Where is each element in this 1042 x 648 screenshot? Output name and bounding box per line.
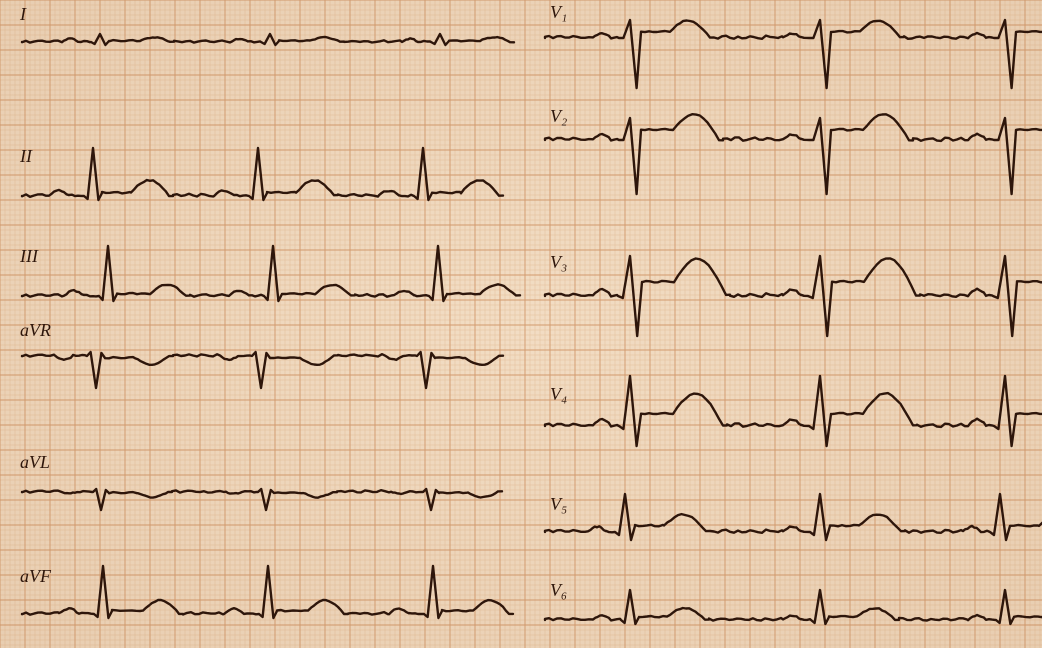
- lead-label-aVL: aVL: [20, 452, 50, 472]
- lead-label-I: I: [19, 4, 27, 24]
- lead-label-II: II: [19, 146, 33, 166]
- ecg-strip: IIIIIIaVRaVLaVFV₁V₂V₃V₄V₅V₆: [0, 0, 1042, 648]
- lead-label-V5: V₅: [550, 494, 567, 514]
- lead-label-V3: V₃: [550, 252, 567, 272]
- lead-label-V6: V₆: [550, 580, 567, 600]
- lead-label-III: III: [19, 246, 39, 266]
- lead-label-aVR: aVR: [20, 320, 51, 340]
- lead-label-V4: V₄: [550, 384, 567, 404]
- lead-label-aVF: aVF: [20, 566, 52, 586]
- lead-label-V1: V₁: [550, 2, 567, 22]
- lead-label-V2: V₂: [550, 106, 567, 126]
